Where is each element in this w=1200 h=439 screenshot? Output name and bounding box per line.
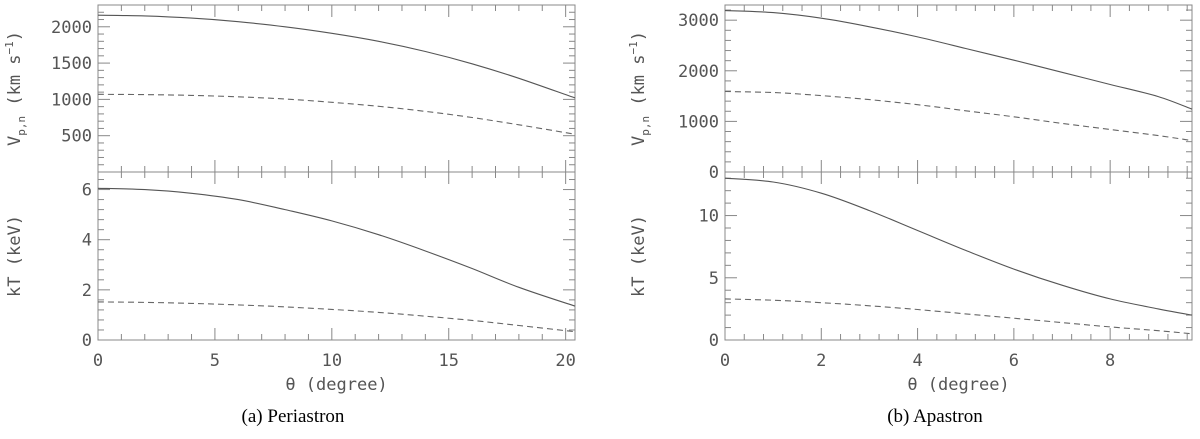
dashed-series-line: [724, 90, 1193, 142]
solid-series-line: [724, 177, 1193, 316]
x-tick-label: 5: [210, 351, 220, 371]
panel-a: 0 5 10 15 20θ (degree)(a) Periastron50010001…: [3, 4, 576, 427]
x-tick-label: 10: [322, 351, 342, 371]
y-tick-label: 1500: [51, 54, 92, 74]
y-tick-label: 500: [61, 127, 92, 147]
temperature-subplot: 0 2 4 6 kT (keV): [5, 179, 576, 351]
dashed-series-line: [97, 93, 576, 135]
y-tick-label: 4: [82, 231, 92, 251]
y-tick-label: 1000: [678, 112, 719, 132]
x-tick-label: 0: [93, 351, 103, 371]
y-tick-label: 0: [709, 331, 719, 351]
velocity-subplot: 0 1000 2000 3000 Vp,n (km s−1): [627, 9, 1193, 183]
y-tick-label: 3000: [678, 11, 719, 31]
velocity-subplot: 500 1000 1500 2000 Vp,n (km s−1): [3, 4, 576, 173]
x-tick-label: 8: [1105, 351, 1115, 371]
y-tick-label: 1000: [51, 90, 92, 110]
y-tick-label: 2: [82, 281, 92, 301]
y-tick-label: 2000: [678, 62, 719, 82]
x-tick-label: 20: [555, 351, 575, 371]
y-axis-label: Vp,n (km s−1): [3, 31, 28, 146]
y-tick-label: 6: [82, 181, 92, 201]
y-axis-label: Vp,n (km s−1): [627, 31, 652, 146]
y-tick-label: 5: [709, 269, 719, 289]
panel-caption: (b) Apastron: [887, 406, 983, 427]
panel-caption: (a) Periastron: [242, 406, 345, 427]
dashed-series-line: [724, 298, 1193, 335]
y-axis-label: kT (keV): [629, 215, 649, 297]
panel-b: 0 2 4 6 8 θ (degree) (b) Apastron 0 1000 2000 3000…: [627, 4, 1193, 427]
solid-series-line: [97, 14, 576, 99]
x-tick-label: 2: [816, 351, 826, 371]
y-tick-label: 2000: [51, 18, 92, 38]
y-axis-label: kT (keV): [5, 215, 25, 297]
x-axis-label: θ (degree): [907, 375, 1009, 395]
solid-series-line: [724, 10, 1193, 110]
solid-series-line: [97, 187, 576, 307]
x-tick-label: 15: [438, 351, 458, 371]
y-tick-label: 0: [709, 163, 719, 183]
x-tick-label: 4: [912, 351, 922, 371]
dashed-series-line: [97, 301, 576, 333]
x-axis-label: θ (degree): [285, 375, 387, 395]
x-tick-label: 0: [720, 351, 730, 371]
temperature-subplot: 0 5 10 kT (keV): [629, 177, 1193, 351]
y-tick-label: 0: [82, 331, 92, 351]
x-tick-label: 6: [1009, 351, 1019, 371]
y-tick-label: 10: [699, 207, 719, 227]
